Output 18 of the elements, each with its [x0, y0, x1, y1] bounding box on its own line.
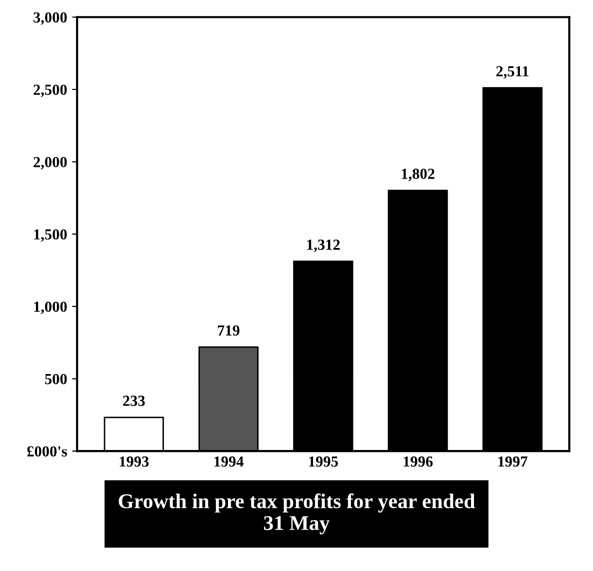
- x-tick-label: 1996: [404, 456, 433, 467]
- data-label: 233: [123, 396, 145, 406]
- x-tick-label: 1997: [498, 456, 528, 467]
- y-tick-label: 1,000: [34, 302, 67, 314]
- x-tick-label: 1993: [120, 456, 149, 467]
- y-tick-label: 3,000: [34, 12, 67, 25]
- data-label: 1,312: [307, 240, 340, 252]
- x-tick-label: 1994: [214, 456, 244, 467]
- x-tick-label: 1995: [309, 456, 338, 467]
- y-tick-label: 1,500: [34, 229, 67, 242]
- y-tick-label: 500: [45, 374, 67, 384]
- data-label: 719: [218, 325, 240, 336]
- data-label: 1,802: [402, 168, 434, 182]
- y-tick-label: 2,500: [34, 84, 67, 98]
- y-tick-label: 2,000: [34, 156, 67, 170]
- data-label: 2,511: [496, 66, 528, 79]
- text: Growth in pre tax profits for year ended 31 May: [118, 493, 476, 534]
- y-tick-label: £000's: [27, 446, 67, 457]
